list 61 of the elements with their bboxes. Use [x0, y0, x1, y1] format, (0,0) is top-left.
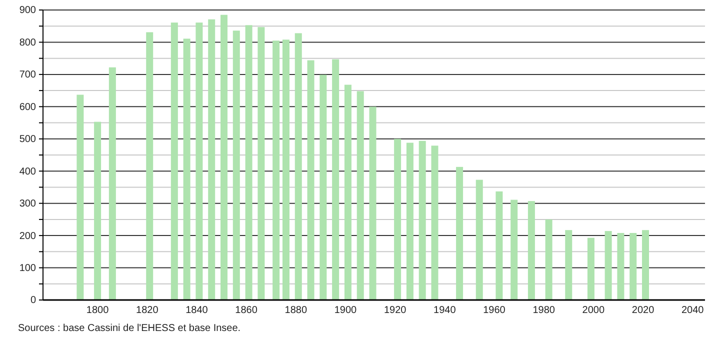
- source-note: Sources : base Cassini de l'EHESS et base Insee.: [18, 323, 241, 334]
- bar: [476, 180, 483, 300]
- bar: [587, 238, 594, 300]
- bar: [245, 25, 252, 300]
- bar: [76, 94, 84, 300]
- bar: [94, 122, 102, 300]
- bar: [604, 231, 612, 300]
- y-tick-label: 100: [19, 262, 36, 274]
- bar: [272, 40, 280, 300]
- bar: [394, 138, 402, 300]
- y-tick-label: 700: [19, 70, 36, 81]
- bar: [617, 232, 624, 300]
- bar: [344, 84, 352, 300]
- x-tick-label: 2020: [632, 305, 655, 316]
- x-tick-label: 1900: [334, 305, 358, 316]
- x-tick-label: 1980: [532, 305, 556, 316]
- bar: [356, 91, 364, 300]
- bar: [183, 38, 190, 300]
- bar: [545, 219, 552, 300]
- bar: [208, 19, 216, 300]
- x-tick-label: 1860: [235, 305, 258, 316]
- y-tick-label: 0: [30, 295, 36, 306]
- y-tick-label: 900: [19, 5, 36, 16]
- bar: [307, 60, 314, 300]
- x-tick-label: 1880: [284, 305, 308, 316]
- x-tick-label: 2040: [681, 305, 704, 316]
- bar: [258, 27, 265, 300]
- y-tick-label: 800: [19, 37, 36, 48]
- y-tick-label: 600: [19, 102, 36, 113]
- bar: [196, 22, 203, 300]
- bar: [320, 74, 327, 300]
- x-tick-label: 1920: [384, 305, 407, 316]
- y-tick-label: 400: [19, 166, 36, 178]
- x-tick-label: 1820: [136, 305, 159, 316]
- y-tick-label: 300: [19, 198, 36, 210]
- bar: [630, 232, 637, 300]
- x-tick-label: 1800: [86, 305, 110, 316]
- x-tick-label: 1960: [483, 305, 506, 316]
- bar: [496, 191, 503, 300]
- bar: [642, 230, 649, 300]
- bar: [294, 33, 302, 300]
- x-tick-label: 1940: [434, 305, 456, 316]
- y-tick-label: 200: [19, 230, 36, 242]
- bar: [170, 22, 178, 300]
- x-tick-label: 2000: [582, 305, 605, 316]
- bar: [528, 201, 535, 300]
- bar: [108, 67, 116, 300]
- x-tick-label: 1840: [186, 305, 208, 316]
- bar: [418, 140, 426, 300]
- bar: [510, 200, 518, 300]
- bar: [456, 166, 464, 300]
- bar: [232, 30, 240, 300]
- bar: [220, 14, 228, 300]
- y-tick-label: 500: [19, 134, 36, 146]
- bar: [431, 146, 438, 300]
- bar: [282, 40, 290, 300]
- bar: [369, 106, 376, 300]
- bar: [406, 142, 414, 300]
- bar: [565, 230, 572, 300]
- bar: [146, 32, 154, 300]
- bar: [332, 59, 340, 300]
